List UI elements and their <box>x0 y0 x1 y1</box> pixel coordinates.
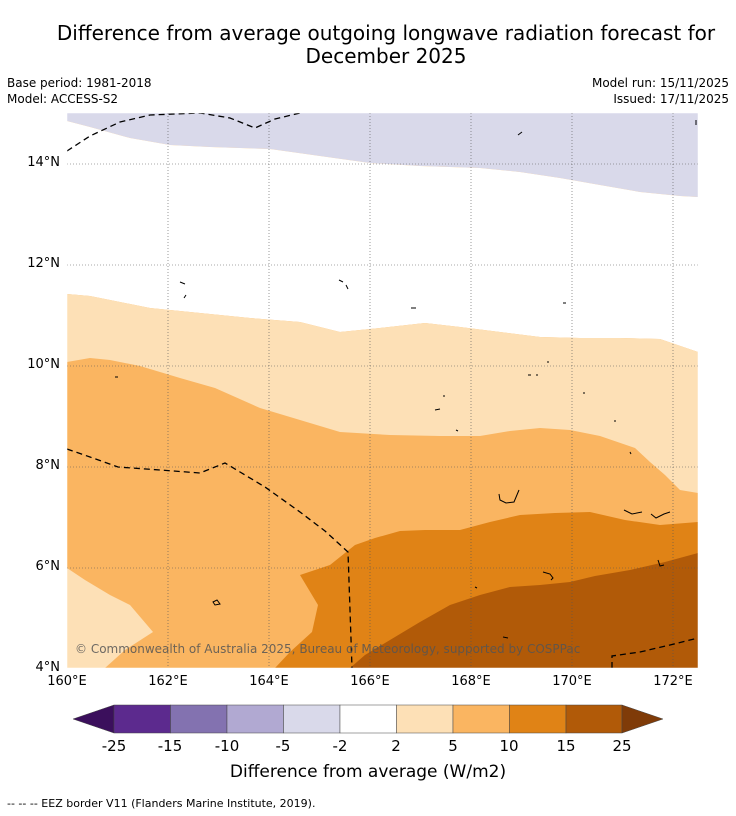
map-field <box>67 113 698 668</box>
island <box>623 509 671 519</box>
island <box>528 361 549 376</box>
colorbar-tick: -15 <box>157 737 183 755</box>
lon-label: 162°E <box>148 674 188 689</box>
band-15-to-25 <box>350 553 698 668</box>
colorbar-segment <box>226 704 284 734</box>
meta-right: Model run: 15/11/2025 Issued: 17/11/2025 <box>592 75 729 107</box>
colorbar-label: Difference from average (W/m2) <box>229 762 507 782</box>
island <box>179 281 187 299</box>
colorbar-tick: 10 <box>499 737 519 755</box>
island <box>212 599 221 606</box>
island <box>657 559 665 567</box>
eez-border-central <box>67 448 353 668</box>
eez-border-southeast <box>611 637 698 668</box>
island <box>498 489 520 504</box>
lon-label: 160°E <box>47 674 87 689</box>
colorbar <box>72 704 664 734</box>
title-line-2: December 2025 <box>305 44 467 68</box>
colorbar-tick: -25 <box>101 737 127 755</box>
island <box>502 636 509 639</box>
island <box>434 395 445 411</box>
colorbar-segment <box>113 704 171 734</box>
band-minus2-to-2 <box>67 121 698 352</box>
eez-borders <box>67 113 698 668</box>
colorbar-tick: 5 <box>448 737 458 755</box>
band-2-to-5-southwest <box>67 568 153 668</box>
colorbar-tick: -10 <box>214 737 240 755</box>
lon-label: 166°E <box>350 674 390 689</box>
copyright-watermark: © Commonwealth of Australia 2025, Bureau… <box>75 642 580 656</box>
map-frame <box>66 112 699 669</box>
island <box>542 571 554 581</box>
islands <box>115 120 697 639</box>
colorbar-extend-high <box>621 704 664 734</box>
eez-border-north <box>67 113 301 152</box>
colorbar-segment <box>452 704 510 734</box>
graticule <box>67 113 698 668</box>
colorbar-tick: -5 <box>275 737 291 755</box>
issued-date: Issued: 17/11/2025 <box>613 92 729 106</box>
meta-left: Base period: 1981-2018 Model: ACCESS-S2 <box>7 75 152 107</box>
island <box>629 451 632 455</box>
band-2-to-5 <box>67 294 698 493</box>
lat-label: 8°N <box>35 458 61 473</box>
title-line-1: Difference from average outgoing longwav… <box>56 21 716 45</box>
lon-label: 164°E <box>249 674 289 689</box>
base-period: Base period: 1981-2018 <box>7 76 152 90</box>
band-minus5-to-minus2 <box>67 113 698 197</box>
model-run: Model run: 15/11/2025 <box>591 76 729 90</box>
chart-title: Difference from average outgoing longwav… <box>0 22 736 68</box>
lat-label: 6°N <box>35 559 61 574</box>
lat-label: 12°N <box>27 256 60 271</box>
island <box>474 586 478 589</box>
colorbar-segment <box>565 704 623 734</box>
colorbar-segment <box>283 704 341 734</box>
lat-label: 10°N <box>27 357 60 372</box>
eez-legend: -- -- -- EEZ border V11 (Flanders Marine… <box>7 797 316 810</box>
lat-label: 14°N <box>27 155 60 170</box>
lat-label: 4°N <box>35 660 61 675</box>
colorbar-tick: -2 <box>332 737 348 755</box>
island <box>455 429 459 432</box>
island <box>517 131 523 136</box>
lon-label: 170°E <box>552 674 592 689</box>
lon-label: 172°E <box>653 674 693 689</box>
colorbar-segment <box>170 704 228 734</box>
model-name: Model: ACCESS-S2 <box>7 92 119 106</box>
island <box>338 279 349 290</box>
colorbar-segment <box>396 704 454 734</box>
lon-label: 168°E <box>451 674 491 689</box>
colorbar-segment <box>339 704 397 734</box>
colorbar-segment <box>509 704 567 734</box>
colorbar-tick: 2 <box>391 737 401 755</box>
colorbar-tick: 25 <box>612 737 632 755</box>
colorbar-tick: 15 <box>556 737 576 755</box>
colorbar-extend-low <box>72 704 115 734</box>
